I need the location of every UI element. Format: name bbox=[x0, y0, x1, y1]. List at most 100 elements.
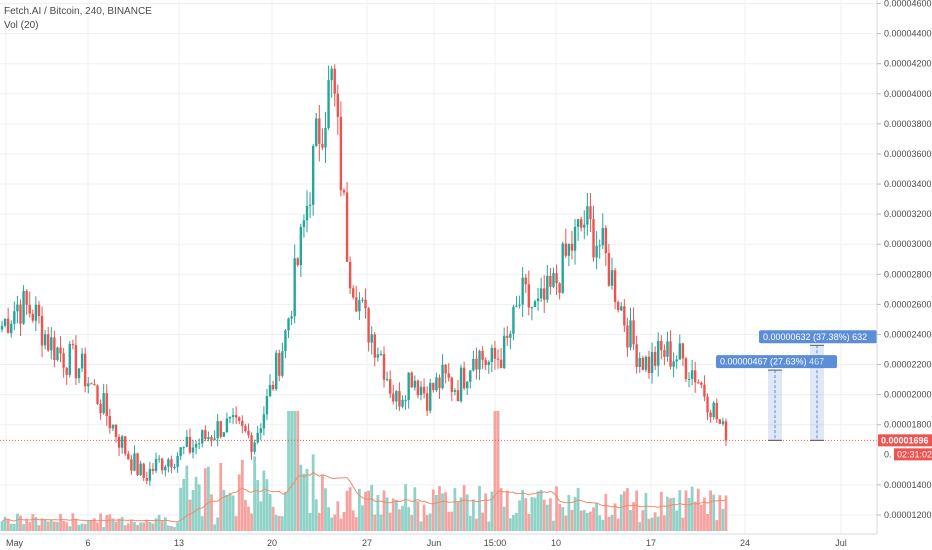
volume-bar bbox=[607, 516, 611, 531]
time-tick-label: 15:00 bbox=[484, 538, 507, 548]
candle-body bbox=[539, 288, 543, 299]
volume-bar bbox=[481, 512, 485, 531]
candle-body bbox=[549, 275, 552, 287]
candle-body bbox=[124, 436, 127, 454]
measure-tools[interactable]: 0.00000467 (27.63%) 467 0.00000632 (37.38… bbox=[716, 330, 877, 441]
volume-bar bbox=[576, 487, 580, 531]
volume-bar bbox=[345, 490, 349, 531]
candle-body bbox=[675, 359, 678, 362]
volume-bar bbox=[376, 494, 380, 531]
volume-legend[interactable]: Vol (20) bbox=[4, 20, 39, 31]
candle-body bbox=[25, 290, 28, 305]
price-tick-label: 0.00002600 bbox=[884, 299, 932, 309]
volume-bar bbox=[675, 510, 679, 531]
volume-bar bbox=[518, 500, 521, 531]
volume-bar bbox=[552, 520, 555, 531]
candle-body bbox=[271, 384, 275, 390]
volume-bar bbox=[413, 487, 417, 531]
volume-bar bbox=[0, 521, 4, 531]
candle-body bbox=[459, 367, 463, 402]
time-axis[interactable]: May 6 13 20 27 Jun 15:00 10 17 24 Jul bbox=[0, 533, 877, 548]
volume-bar bbox=[468, 516, 472, 531]
candle-body bbox=[96, 385, 99, 404]
candle-body bbox=[238, 417, 241, 421]
volume-bar bbox=[336, 501, 340, 531]
measure-label: 0.00000467 (27.63%) 467 bbox=[720, 357, 824, 367]
volume-bar bbox=[598, 515, 602, 531]
candle-body bbox=[438, 377, 441, 389]
volume-bar bbox=[105, 515, 109, 531]
volume-bar bbox=[545, 504, 549, 531]
candle-body bbox=[478, 350, 481, 370]
volume-bar bbox=[684, 490, 688, 531]
volume-bar bbox=[724, 495, 728, 531]
volume-bar bbox=[3, 516, 7, 531]
candle-body bbox=[623, 306, 626, 326]
candle-body bbox=[207, 437, 210, 439]
volume-bar bbox=[595, 502, 599, 531]
volume-bar bbox=[706, 513, 709, 531]
volume-bar bbox=[342, 511, 346, 531]
candle-body bbox=[28, 304, 31, 314]
volume-bar bbox=[321, 474, 324, 531]
candle-body bbox=[234, 415, 238, 418]
candle-body bbox=[265, 396, 269, 415]
candle-body bbox=[330, 68, 333, 81]
candle-body bbox=[87, 383, 90, 387]
volume-bar bbox=[68, 526, 72, 531]
candle-body bbox=[188, 436, 192, 453]
volume-bar bbox=[632, 502, 635, 531]
candle-body bbox=[502, 335, 506, 369]
price-tick-label: 0.00003000 bbox=[884, 239, 932, 249]
price-tick-label: 0.00004200 bbox=[884, 59, 932, 69]
candle-body bbox=[99, 403, 102, 414]
candle-body bbox=[19, 304, 22, 324]
candle-body bbox=[543, 288, 546, 300]
candle-body bbox=[506, 335, 509, 338]
candle-body bbox=[678, 343, 681, 360]
volume-bar bbox=[687, 497, 691, 531]
candle-body bbox=[358, 300, 361, 312]
price-axis[interactable]: 0.00004600 0.00004400 0.00004200 0.00004000… bbox=[876, 0, 932, 534]
candle-body bbox=[287, 318, 290, 331]
symbol-legend[interactable]: Fetch.AI / Bitcoin, 240, BINANCE bbox=[4, 6, 152, 17]
volume-bar bbox=[86, 520, 90, 531]
volume-bar bbox=[407, 507, 411, 531]
volume-bar bbox=[74, 519, 78, 531]
candle-body bbox=[305, 205, 309, 221]
volume-bar bbox=[145, 519, 149, 531]
candle-body bbox=[6, 318, 10, 334]
candle-body bbox=[610, 270, 614, 286]
volume-bar bbox=[271, 506, 275, 531]
candle-body bbox=[93, 384, 96, 386]
volume-bar bbox=[379, 514, 383, 531]
volume-ma-line bbox=[1, 471, 727, 523]
candle-body bbox=[311, 145, 315, 205]
candle-body bbox=[398, 391, 401, 407]
candle-body bbox=[43, 334, 47, 346]
candle-body bbox=[136, 453, 139, 476]
volume-bar bbox=[650, 517, 654, 531]
volume-bar bbox=[160, 521, 164, 531]
volume-bar bbox=[40, 518, 44, 531]
candle-body bbox=[536, 298, 540, 302]
volume-bar bbox=[194, 476, 198, 531]
volume-bar bbox=[296, 411, 300, 531]
volume-bar bbox=[237, 474, 241, 531]
candle-body bbox=[530, 306, 534, 308]
candle-body bbox=[290, 316, 293, 319]
candle-body bbox=[700, 382, 703, 385]
price-tick-label: 0.00002000 bbox=[884, 390, 932, 400]
candle-body bbox=[660, 340, 663, 351]
volume-bar bbox=[456, 502, 460, 531]
volume-bar bbox=[240, 459, 244, 531]
time-tick-label: 10 bbox=[551, 538, 561, 548]
candle-body bbox=[425, 393, 429, 411]
volume-bar bbox=[721, 508, 725, 531]
volume-bar bbox=[185, 465, 189, 531]
candle-body bbox=[493, 347, 497, 359]
candle-body bbox=[179, 447, 182, 456]
volume-bar bbox=[367, 490, 371, 531]
candle-body bbox=[693, 370, 697, 383]
